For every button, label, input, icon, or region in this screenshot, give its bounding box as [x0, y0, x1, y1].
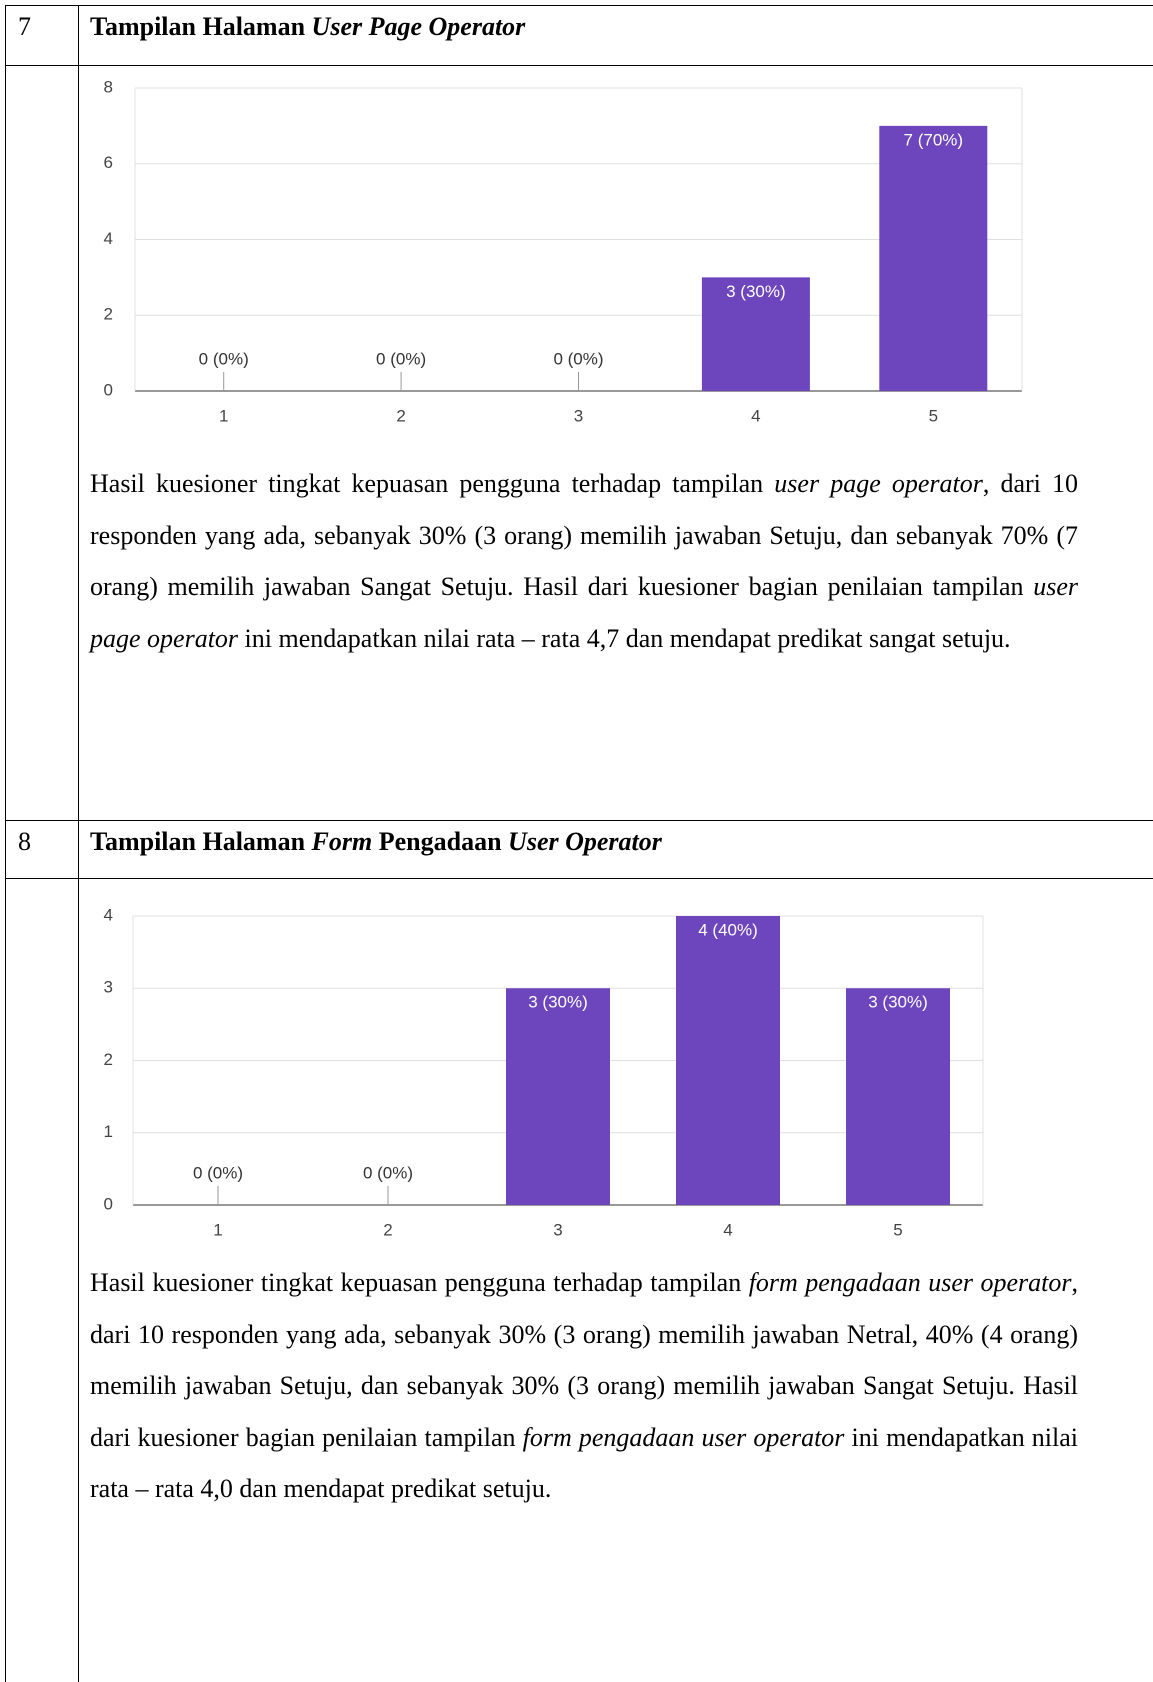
text-run: User Operator [508, 827, 662, 856]
y-tick-label: 0 [104, 380, 113, 399]
value-label: 0 (0%) [193, 1163, 243, 1182]
text-run: , dari 10 responden yang ada, sebanyak 3… [90, 469, 1079, 601]
text-run: Pengadaan [372, 827, 509, 856]
text-run: , dari 10 responden yang ada, sebanyak 3… [90, 1268, 1079, 1452]
text-run: ini mendapatkan nilai rata – rata 4,0 da… [90, 1422, 1079, 1504]
text-run: Hasil kuesioner tingkat kepuasan penggun… [90, 469, 775, 498]
text-run: form pengadaan user operator [748, 1268, 1072, 1297]
value-label: 3 (30%) [868, 993, 928, 1012]
x-tick-label: 3 [553, 1220, 562, 1239]
bar [846, 988, 950, 1205]
text-run: Form [311, 827, 373, 856]
y-tick-label: 6 [104, 153, 113, 172]
row-number: 7 [18, 12, 31, 41]
value-label: 0 (0%) [553, 349, 603, 368]
table-border [78, 5, 79, 1682]
value-label: 7 (70%) [904, 130, 964, 149]
text-run: user page operator [90, 572, 1078, 653]
table-border [5, 5, 1153, 6]
x-tick-label: 1 [213, 1220, 222, 1239]
paragraph: Hasil kuesioner tingkat kepuasan penggun… [90, 458, 1078, 664]
value-label: 0 (0%) [363, 1163, 413, 1182]
bar [701, 277, 810, 391]
y-tick-label: 3 [104, 978, 113, 997]
text-run: User Page Operator [311, 12, 526, 41]
paragraph: Hasil kuesioner tingkat kepuasan penggun… [90, 1257, 1078, 1515]
x-tick-label: 4 [751, 406, 760, 425]
x-tick-label: 5 [929, 406, 938, 425]
bar [676, 916, 780, 1205]
x-tick-label: 5 [893, 1220, 902, 1239]
text-run: Tampilan Halaman [90, 12, 312, 41]
x-tick-label: 2 [396, 406, 405, 425]
value-label: 0 (0%) [199, 349, 249, 368]
y-tick-label: 8 [104, 77, 113, 96]
text-run: Tampilan Halaman [90, 827, 312, 856]
text-run: Hasil kuesioner tingkat kepuasan penggun… [90, 1268, 749, 1297]
bar [506, 988, 610, 1205]
chart: 0 1 2 3 4 1 0 (0%) 2 0 (0%) 3 3 (30%) 4 4 (40%) 5 3 (3… [104, 905, 984, 1239]
x-tick-label: 3 [574, 406, 583, 425]
text-run: form pengadaan user operator [522, 1422, 845, 1452]
value-label: 0 (0%) [376, 349, 426, 368]
text-run: ini mendapatkan nilai rata – rata 4,7 da… [238, 623, 1011, 653]
table-border [5, 65, 1153, 66]
table-border [5, 5, 6, 1682]
table-border [5, 820, 1153, 821]
table-border [5, 878, 1153, 879]
x-tick-label: 2 [383, 1220, 392, 1239]
value-label: 3 (30%) [528, 993, 588, 1012]
y-tick-label: 2 [104, 1050, 113, 1069]
row-title: Tampilan Halaman User Page Operator [90, 12, 525, 42]
y-tick-label: 0 [104, 1194, 113, 1213]
value-label: 4 (40%) [698, 920, 758, 939]
y-tick-label: 1 [104, 1122, 113, 1141]
value-label: 3 (30%) [726, 282, 786, 301]
x-tick-label: 4 [723, 1220, 732, 1239]
y-tick-label: 4 [104, 229, 113, 248]
y-tick-label: 4 [104, 905, 113, 924]
row-number: 8 [18, 827, 31, 856]
x-tick-label: 1 [219, 406, 228, 425]
y-tick-label: 2 [104, 305, 113, 324]
text-run: user page operator [774, 469, 983, 498]
bar [879, 125, 988, 391]
row-title: Tampilan Halaman Form Pengadaan User Ope… [90, 827, 662, 857]
